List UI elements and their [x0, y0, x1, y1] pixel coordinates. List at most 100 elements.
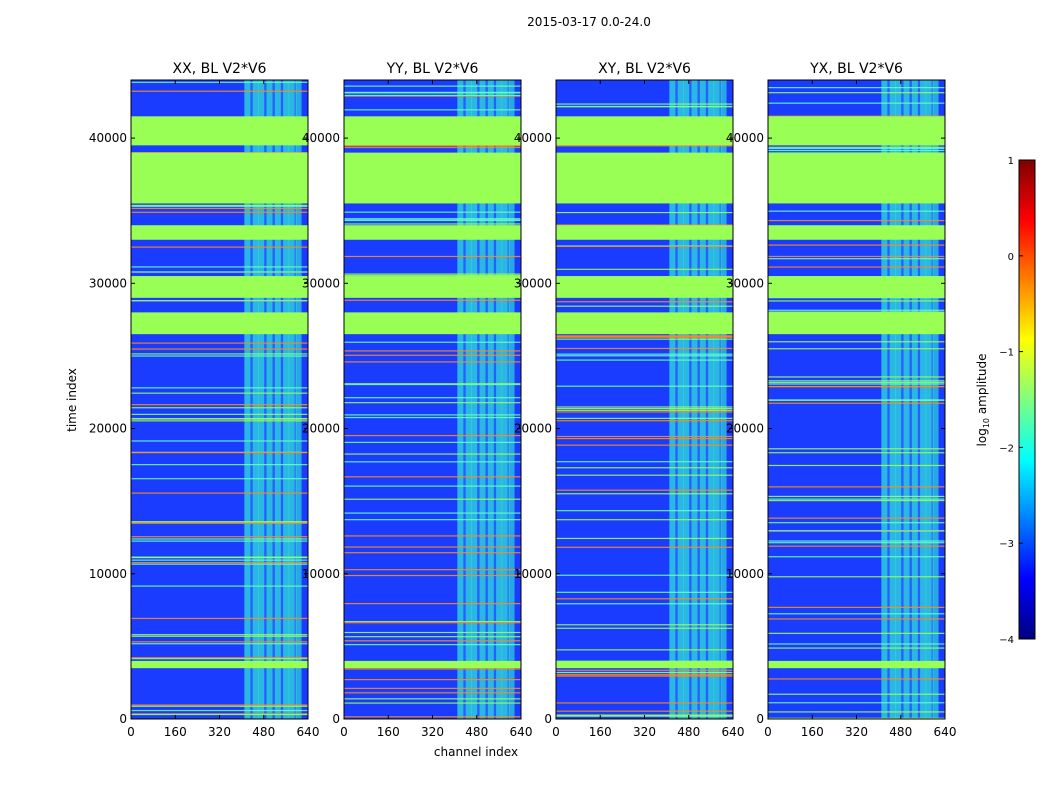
time-flag-line	[556, 355, 733, 357]
time-flag-line	[768, 258, 945, 260]
time-flag-line	[556, 435, 733, 438]
time-flag-line	[131, 205, 308, 207]
time-flag-line	[344, 146, 521, 149]
time-flag-line	[131, 658, 308, 660]
time-flag-line	[768, 542, 945, 544]
time-flag-line	[344, 255, 521, 258]
panel-title: XY, BL V2*V6	[598, 61, 691, 77]
time-flag-line	[556, 627, 733, 629]
rfi-channel-column	[708, 80, 715, 719]
time-flag-line	[131, 246, 308, 248]
time-flag-line	[131, 563, 308, 565]
time-flag-line	[344, 434, 521, 437]
time-flag-line	[556, 444, 733, 446]
time-flag-line	[344, 461, 521, 463]
y-tick-label: 0	[332, 712, 340, 726]
time-flag-line	[556, 674, 733, 676]
time-flag-line	[768, 219, 945, 222]
x-tick-label: 160	[801, 725, 824, 739]
colorbar-tick-label: 1	[1008, 156, 1014, 167]
time-flag-line	[556, 489, 733, 491]
x-tick-label: 320	[208, 725, 231, 739]
time-flag-line	[768, 693, 945, 695]
time-flag-line	[131, 204, 308, 207]
x-tick-label: 480	[677, 725, 700, 739]
time-flag-line	[556, 574, 733, 576]
x-tick-label: 320	[633, 725, 656, 739]
time-flag-line	[556, 145, 733, 147]
time-flag-line	[556, 417, 733, 419]
flagged-time-band	[344, 312, 521, 335]
colorbar-label: log10 amplitude	[975, 354, 991, 447]
colorbar-tick-label: 0	[1008, 252, 1014, 263]
colorbar-tick-label: −4	[999, 635, 1014, 646]
time-flag-line	[344, 350, 521, 352]
time-flag-line	[344, 211, 521, 213]
time-flag-line	[344, 574, 521, 577]
x-tick-label: 0	[340, 725, 348, 739]
panel-2: YY, BL V2*V6 0 160 320 480 640 0 10000 20000 3000…	[302, 61, 533, 739]
x-tick-label: 160	[377, 725, 400, 739]
time-flag-line	[556, 353, 733, 355]
time-flag-line	[344, 414, 521, 416]
time-flag-line	[344, 299, 521, 301]
time-flag-line	[131, 585, 308, 587]
time-flag-line	[344, 354, 521, 356]
flagged-time-band	[344, 225, 521, 240]
flagged-time-band	[768, 276, 945, 298]
flagged-time-band	[344, 152, 521, 204]
time-flag-line	[768, 210, 945, 212]
time-flag-line	[768, 255, 945, 258]
time-flag-line	[768, 711, 945, 713]
time-flag-line	[556, 510, 733, 512]
flagged-time-band	[556, 225, 733, 240]
time-flag-line	[556, 546, 733, 548]
time-flag-line	[131, 266, 308, 268]
time-flag-line	[131, 440, 308, 442]
time-flag-line	[556, 406, 733, 408]
rfi-channel-column	[288, 80, 295, 719]
time-flag-line	[344, 679, 521, 681]
time-flag-line	[768, 540, 945, 542]
y-tick-label: 10000	[302, 567, 340, 581]
time-flag-line	[556, 467, 733, 469]
time-flag-line	[344, 640, 521, 642]
time-flag-line	[768, 632, 945, 634]
time-flag-line	[556, 305, 733, 307]
time-flag-line	[556, 675, 733, 677]
time-flag-line	[131, 355, 308, 357]
time-flag-line	[768, 244, 945, 246]
time-flag-line	[344, 622, 521, 624]
time-flag-line	[556, 347, 733, 350]
flagged-time-band	[768, 660, 945, 669]
time-flag-line	[556, 537, 733, 540]
time-flag-line	[768, 115, 945, 117]
time-flag-line	[131, 299, 308, 302]
rfi-channel-column	[274, 80, 281, 719]
panel-title: YX, BL V2*V6	[809, 61, 903, 77]
time-flag-line	[131, 413, 308, 415]
time-flag-line	[131, 90, 308, 92]
time-flag-line	[131, 562, 308, 564]
time-flag-line	[131, 478, 308, 480]
time-flag-line	[131, 452, 308, 454]
panel-1: XX, BL V2*V6 0 160 320 480 640 0 10000 20000 3000…	[89, 61, 320, 739]
flagged-time-band	[131, 276, 308, 298]
time-flag-line	[556, 671, 733, 674]
y-tick-label: 30000	[514, 276, 552, 290]
flagged-time-band	[131, 116, 308, 146]
y-tick-label: 30000	[89, 276, 127, 290]
time-flag-line	[131, 538, 308, 540]
time-flag-line	[344, 416, 521, 419]
time-flag-line	[556, 461, 733, 463]
time-flag-line	[768, 702, 945, 704]
rfi-channel-column	[496, 80, 503, 719]
time-flag-line	[768, 613, 945, 615]
time-flag-line	[768, 556, 945, 558]
rfi-channel-column	[713, 80, 720, 719]
rfi-channel-column	[501, 80, 508, 719]
y-tick-label: 30000	[302, 276, 340, 290]
time-flag-line	[556, 245, 733, 248]
time-flag-line	[131, 207, 308, 209]
